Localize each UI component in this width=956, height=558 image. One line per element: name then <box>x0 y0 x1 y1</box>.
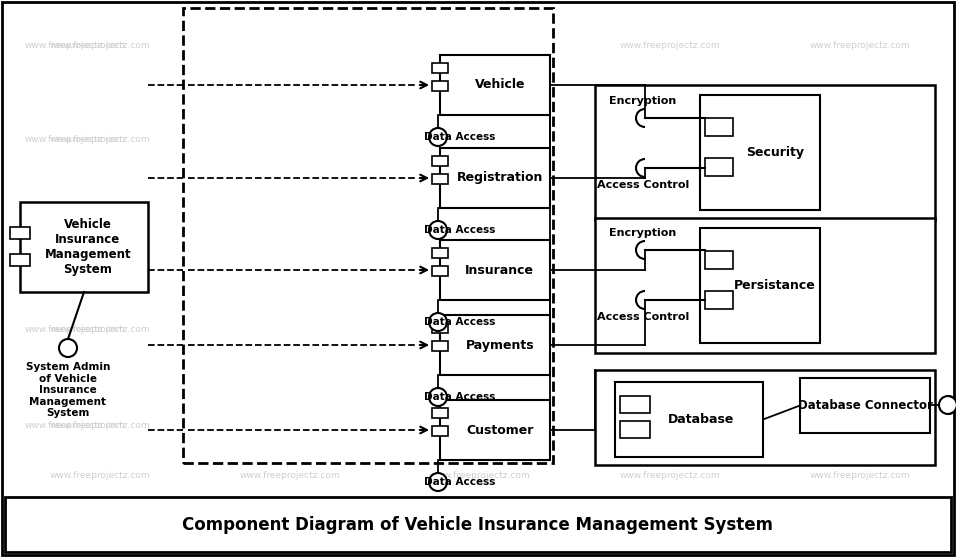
Bar <box>432 341 448 351</box>
Text: Insurance: Insurance <box>466 263 534 277</box>
Bar <box>183 8 553 463</box>
Text: Registration: Registration <box>457 171 543 185</box>
Text: www.freeprojectz.com: www.freeprojectz.com <box>619 230 720 239</box>
Bar <box>440 148 550 208</box>
Text: www.freeprojectz.com: www.freeprojectz.com <box>810 325 910 334</box>
Bar <box>595 85 935 220</box>
Bar <box>432 248 448 258</box>
Text: www.freeprojectz.com: www.freeprojectz.com <box>50 325 150 334</box>
Bar <box>10 254 30 266</box>
Bar <box>595 370 935 465</box>
Text: www.freeprojectz.com: www.freeprojectz.com <box>429 325 531 334</box>
Text: Component Diagram of Vehicle Insurance Management System: Component Diagram of Vehicle Insurance M… <box>183 516 773 533</box>
Text: www.freeprojectz.com: www.freeprojectz.com <box>25 41 125 50</box>
Text: Access Control: Access Control <box>597 180 689 190</box>
Text: Data Access: Data Access <box>424 392 496 402</box>
Bar <box>615 382 763 457</box>
Bar <box>432 426 448 436</box>
Text: Database: Database <box>668 413 734 426</box>
Bar <box>5 497 951 552</box>
Bar <box>20 202 148 292</box>
Text: www.freeprojectz.com: www.freeprojectz.com <box>25 325 125 334</box>
Text: System Admin
of Vehicle
Insurance
Management
System: System Admin of Vehicle Insurance Manage… <box>26 362 110 418</box>
Text: www.freeprojectz.com: www.freeprojectz.com <box>50 470 150 479</box>
Bar <box>432 81 448 91</box>
Text: www.freeprojectz.com: www.freeprojectz.com <box>25 421 125 430</box>
Text: Data Access: Data Access <box>424 132 496 142</box>
Circle shape <box>59 339 77 357</box>
Bar <box>440 55 550 115</box>
Text: www.freeprojectz.com: www.freeprojectz.com <box>619 470 720 479</box>
Text: www.freeprojectz.com: www.freeprojectz.com <box>240 230 340 239</box>
Bar <box>800 378 930 433</box>
Text: Security: Security <box>746 146 804 159</box>
Text: Access Control: Access Control <box>597 312 689 322</box>
Bar <box>705 291 733 309</box>
Bar <box>432 408 448 418</box>
Text: www.freeprojectz.com: www.freeprojectz.com <box>619 325 720 334</box>
Text: Data Access: Data Access <box>424 317 496 327</box>
Text: www.freeprojectz.com: www.freeprojectz.com <box>619 421 720 430</box>
Text: www.freeprojectz.com: www.freeprojectz.com <box>240 41 340 50</box>
Bar <box>620 396 650 412</box>
Bar <box>432 323 448 333</box>
Bar <box>440 240 550 300</box>
Text: www.freeprojectz.com: www.freeprojectz.com <box>810 470 910 479</box>
Text: www.freeprojectz.com: www.freeprojectz.com <box>429 421 531 430</box>
Text: www.freeprojectz.com: www.freeprojectz.com <box>810 230 910 239</box>
Text: www.freeprojectz.com: www.freeprojectz.com <box>429 41 531 50</box>
Text: www.freeprojectz.com: www.freeprojectz.com <box>429 136 531 145</box>
Bar <box>700 95 820 210</box>
Text: www.freeprojectz.com: www.freeprojectz.com <box>429 470 531 479</box>
Text: www.freeprojectz.com: www.freeprojectz.com <box>25 230 125 239</box>
Text: www.freeprojectz.com: www.freeprojectz.com <box>240 136 340 145</box>
Circle shape <box>429 313 447 331</box>
Bar <box>432 63 448 73</box>
Text: Customer: Customer <box>467 424 533 436</box>
Text: Vehicle
Insurance
Management
System: Vehicle Insurance Management System <box>45 218 131 276</box>
Bar <box>440 315 550 375</box>
Text: www.freeprojectz.com: www.freeprojectz.com <box>810 421 910 430</box>
Text: www.freeprojectz.com: www.freeprojectz.com <box>50 41 150 50</box>
Text: Payments: Payments <box>466 339 534 352</box>
Text: Data Access: Data Access <box>424 477 496 487</box>
Text: www.freeprojectz.com: www.freeprojectz.com <box>50 230 150 239</box>
Bar <box>432 156 448 166</box>
Text: Vehicle: Vehicle <box>474 79 525 92</box>
Text: www.freeprojectz.com: www.freeprojectz.com <box>50 421 150 430</box>
Text: www.freeprojectz.com: www.freeprojectz.com <box>240 421 340 430</box>
Text: Persistance: Persistance <box>734 279 815 292</box>
Text: www.freeprojectz.com: www.freeprojectz.com <box>810 41 910 50</box>
Bar <box>10 227 30 239</box>
Bar <box>705 251 733 269</box>
Text: Encryption: Encryption <box>609 96 677 106</box>
Text: www.freeprojectz.com: www.freeprojectz.com <box>240 325 340 334</box>
Circle shape <box>429 388 447 406</box>
Bar <box>440 400 550 460</box>
Bar <box>705 158 733 176</box>
Text: Encryption: Encryption <box>609 228 677 238</box>
Bar <box>432 266 448 276</box>
Text: www.freeprojectz.com: www.freeprojectz.com <box>810 136 910 145</box>
Circle shape <box>429 221 447 239</box>
Text: Data Access: Data Access <box>424 225 496 235</box>
Text: www.freeprojectz.com: www.freeprojectz.com <box>50 136 150 145</box>
Text: Database Connector: Database Connector <box>797 399 932 412</box>
Text: www.freeprojectz.com: www.freeprojectz.com <box>619 41 720 50</box>
Text: www.freeprojectz.com: www.freeprojectz.com <box>619 136 720 145</box>
Text: www.freeprojectz.com: www.freeprojectz.com <box>25 136 125 145</box>
Bar <box>620 421 650 438</box>
Bar <box>705 118 733 136</box>
Text: www.freeprojectz.com: www.freeprojectz.com <box>240 470 340 479</box>
Circle shape <box>429 128 447 146</box>
Bar <box>595 218 935 353</box>
Circle shape <box>429 473 447 491</box>
Bar <box>432 174 448 184</box>
Bar <box>700 228 820 343</box>
Text: www.freeprojectz.com: www.freeprojectz.com <box>429 230 531 239</box>
Circle shape <box>939 396 956 414</box>
